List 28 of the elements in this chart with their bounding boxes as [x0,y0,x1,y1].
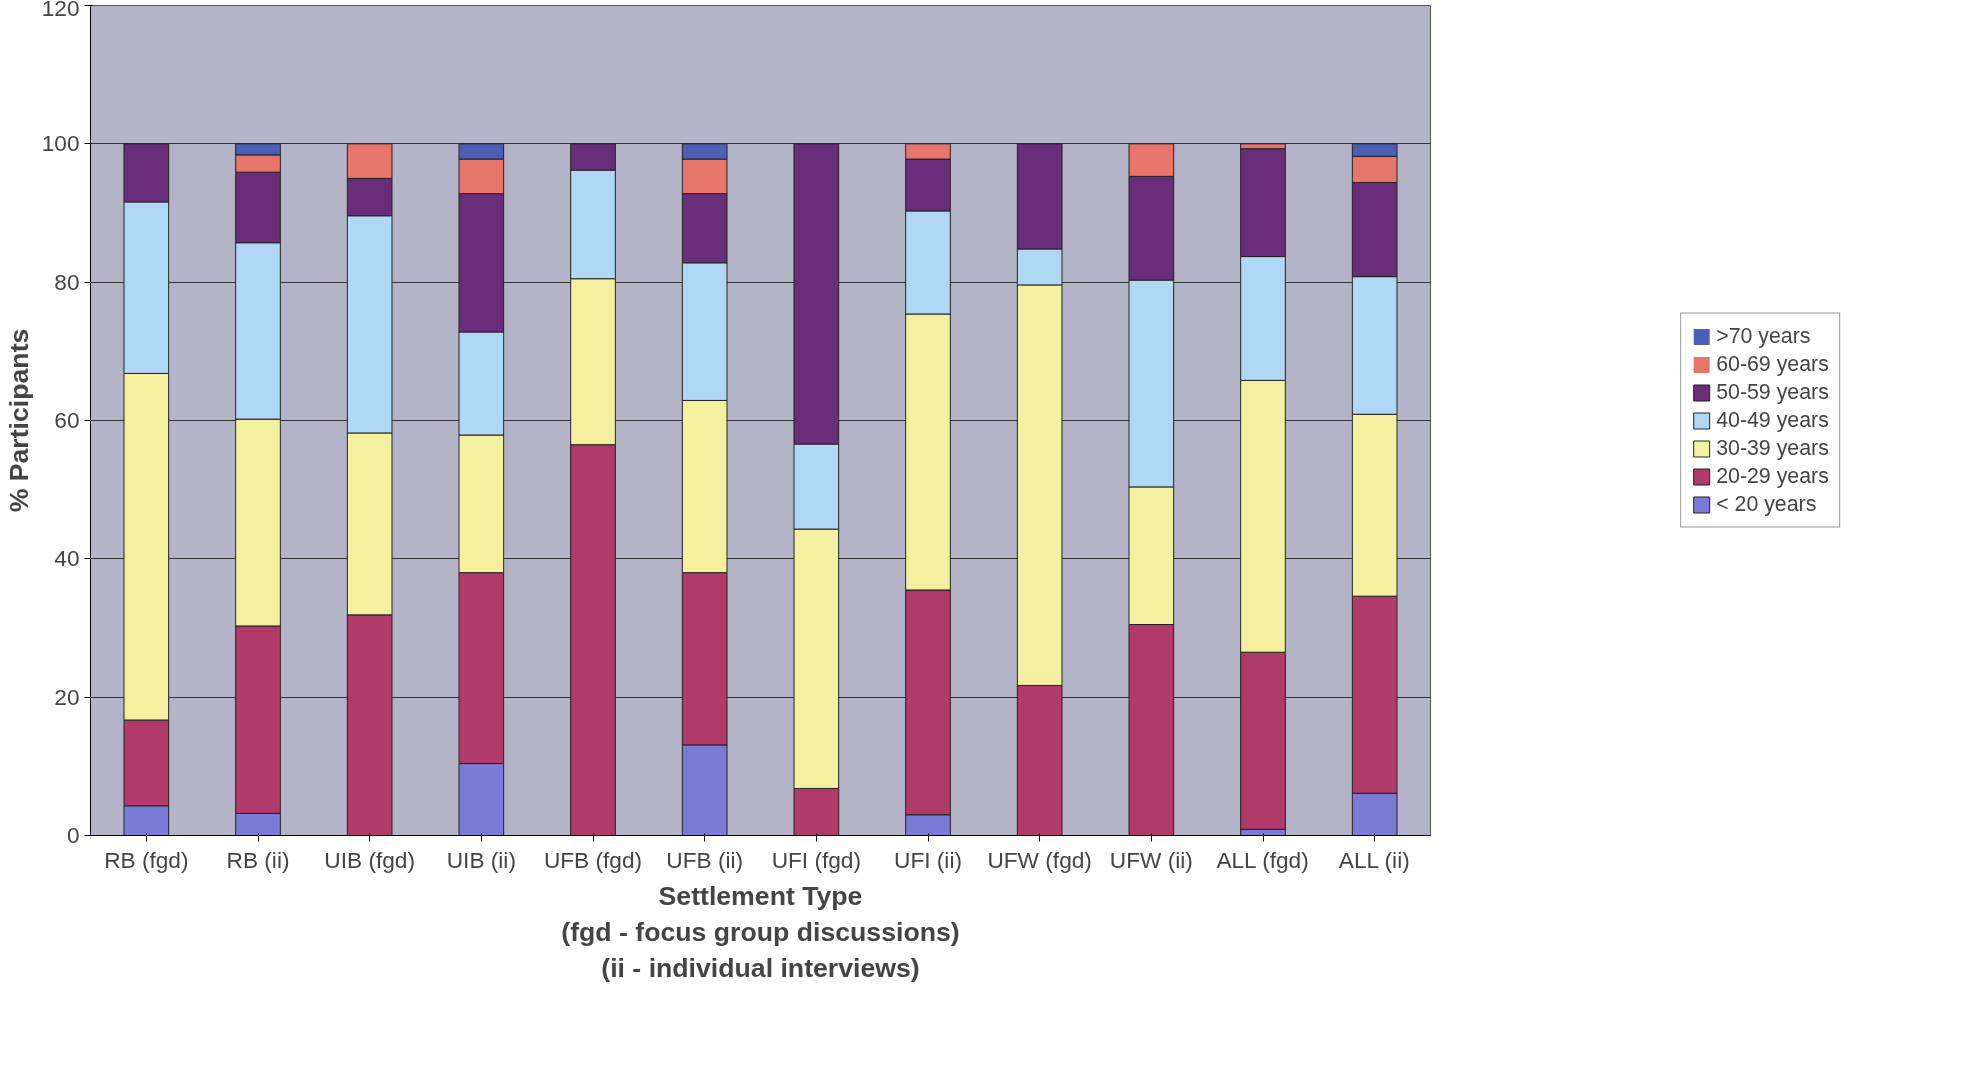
x-axis-title: Settlement Type (fgd - focus group discussions) (ii - individual interviews) [561,880,960,983]
y-tick-label: 80 [54,268,80,295]
y-tick-label: 60 [54,407,80,433]
x-tick-label: ALL (fgd) [1216,846,1309,873]
y-tick-label: 100 [41,130,80,157]
x-tick-label: ALL (ii) [1338,846,1410,873]
x-tick-label: UFB (ii) [666,846,744,873]
legend-label: < 20 years [1716,491,1817,517]
legend-label: 60-69 years [1716,351,1829,377]
x-tick-label: UFB (fgd) [543,846,643,873]
legend-label: 50-59 years [1716,379,1829,405]
x-tick-label: UFI (fgd) [771,846,862,873]
x-tick-label: UFI (ii) [894,846,962,873]
x-tick-label: UFW (fgd) [987,846,1092,873]
legend-label: 30-39 years [1716,435,1829,461]
x-tick-label: UIB (fgd) [324,846,415,873]
legend-label: 20-29 years [1716,463,1829,489]
y-tick-label: 20 [54,683,80,710]
legend-label: 40-49 years [1716,407,1829,433]
x-tick-label: RB (fgd) [104,846,189,873]
y-axis-title: % Participants [3,328,34,513]
x-tick-label: RB (ii) [226,846,290,873]
x-tick-label: UFW (ii) [1109,846,1193,873]
y-tick-label: 40 [54,545,80,572]
y-tick-label: 120 [41,0,80,21]
legend-label: >70 years [1716,323,1811,349]
x-tick-label: UIB (ii) [446,846,516,873]
y-tick-label: 0 [66,822,80,848]
